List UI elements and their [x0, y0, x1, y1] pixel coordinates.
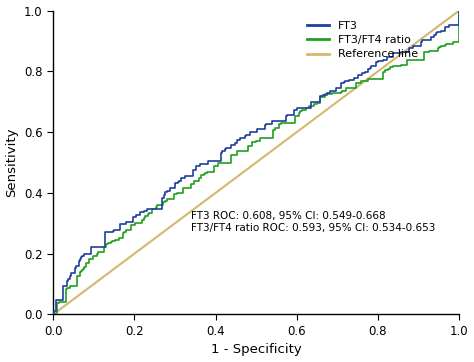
Y-axis label: Sensitivity: Sensitivity — [6, 128, 18, 197]
X-axis label: 1 - Specificity: 1 - Specificity — [211, 344, 301, 357]
Legend: FT3, FT3/FT4 ratio, Reference line: FT3, FT3/FT4 ratio, Reference line — [302, 16, 422, 64]
Text: FT3 ROC: 0.608, 95% CI: 0.549-0.668
FT3/FT4 ratio ROC: 0.593, 95% CI: 0.534-0.65: FT3 ROC: 0.608, 95% CI: 0.549-0.668 FT3/… — [191, 211, 436, 233]
